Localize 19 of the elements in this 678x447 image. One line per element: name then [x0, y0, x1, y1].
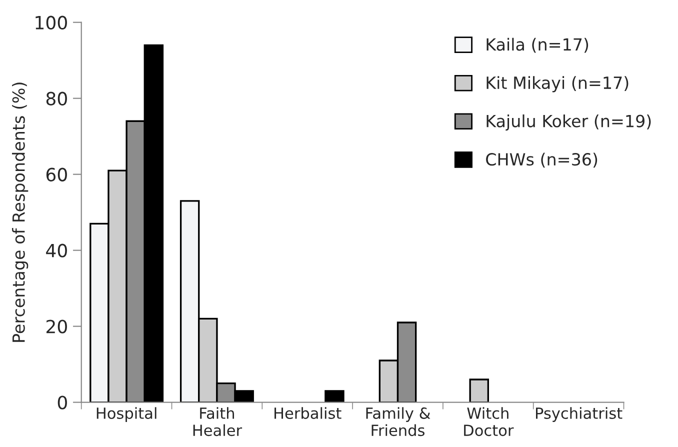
- bar: [469, 378, 489, 402]
- y-tick-label: 60: [46, 168, 67, 182]
- y-tick-label: 0: [58, 396, 67, 410]
- y-axis-title: Percentage of Respondents (%): [12, 82, 28, 342]
- x-tick-label: Psychiatrist: [536, 407, 622, 422]
- legend-label: CHWs (n=36): [486, 152, 598, 168]
- y-tick-label: 20: [46, 320, 67, 334]
- x-tick-label: Herbalist: [274, 407, 342, 419]
- bar: [324, 390, 344, 402]
- legend-label: Kit Mikayi (n=17): [486, 76, 628, 92]
- x-tick-label: Witch Doctor: [464, 407, 514, 436]
- y-tick-label: 100: [36, 16, 67, 30]
- y-tick-label: 40: [46, 244, 67, 258]
- y-tick-label: 80: [46, 92, 67, 106]
- x-tick-label: Family & Friends: [366, 407, 430, 436]
- legend-label: Kajulu Koker (n=19): [486, 114, 651, 131]
- x-tick-label: Faith Healer: [193, 407, 242, 436]
- legend-label: Kaila (n=17): [486, 38, 588, 53]
- x-tick-label: Hospital: [96, 407, 156, 422]
